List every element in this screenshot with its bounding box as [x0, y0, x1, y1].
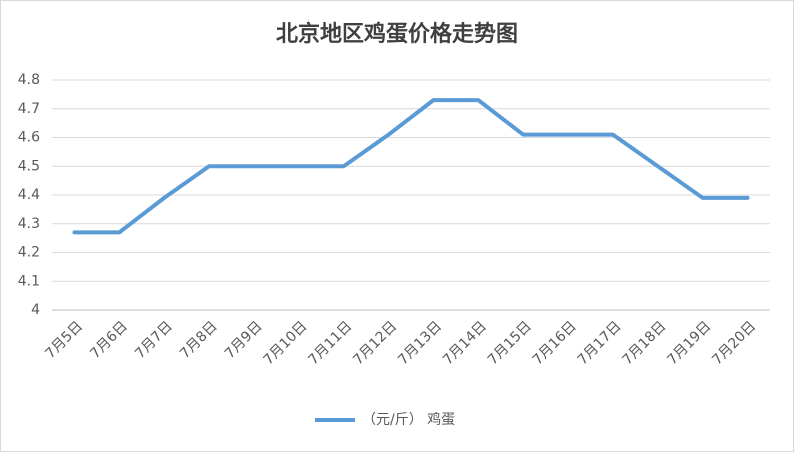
y-tick-label: 4.3: [18, 216, 40, 232]
y-tick-label: 4.5: [18, 158, 40, 174]
y-tick-label: 4: [31, 302, 40, 318]
y-tick-label: 4.1: [18, 273, 40, 289]
y-tick-label: 4.7: [18, 101, 40, 117]
line: [72, 98, 750, 235]
y-tick-label: 4.6: [18, 130, 40, 146]
chart-title: 北京地区鸡蛋价格走势图: [276, 21, 518, 47]
y-tick-label: 4.4: [18, 187, 40, 203]
y-tick-label: 4.8: [18, 72, 40, 88]
legend-label: （元/斤） 鸡蛋: [362, 411, 455, 428]
y-tick-label: 4.2: [18, 245, 40, 261]
